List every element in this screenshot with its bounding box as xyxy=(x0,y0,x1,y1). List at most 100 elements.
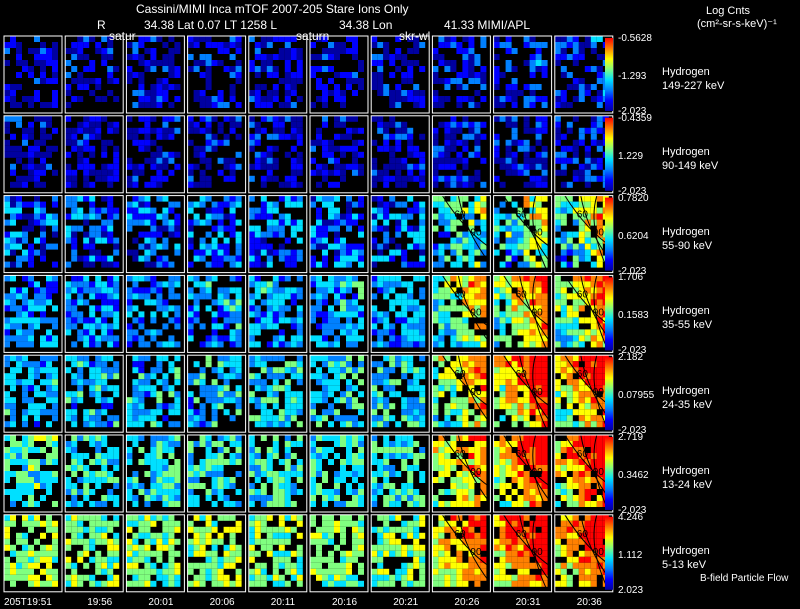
heatmap-cell xyxy=(584,195,591,202)
heatmap-cell xyxy=(554,139,561,146)
heatmap-cell xyxy=(168,568,175,575)
heatmap-cell xyxy=(4,329,10,336)
heatmap-cell xyxy=(150,391,157,398)
heatmap-cell xyxy=(101,562,108,569)
heatmap-cell xyxy=(168,477,175,483)
heatmap-cell xyxy=(156,403,163,410)
heatmap-cell xyxy=(107,397,114,404)
heatmap-cell xyxy=(438,335,445,342)
heatmap-cell xyxy=(156,151,163,158)
heatmap-cell xyxy=(523,459,530,465)
contour-line xyxy=(441,434,491,488)
heatmap-cell xyxy=(474,237,481,244)
heatmap-cell xyxy=(138,90,145,96)
heatmap-cell xyxy=(217,121,224,128)
heatmap-cell xyxy=(144,329,151,336)
heatmap-cell xyxy=(223,299,230,306)
heatmap-cell xyxy=(113,574,120,581)
heatmap-cell xyxy=(468,329,475,336)
heatmap-cell xyxy=(517,477,524,483)
heatmap-cell xyxy=(462,145,469,152)
heatmap-cell xyxy=(52,323,58,330)
heatmap-cell xyxy=(523,195,530,202)
heatmap-cell xyxy=(493,483,500,489)
heatmap-cell xyxy=(223,526,230,533)
heatmap-cell xyxy=(132,181,139,188)
heatmap-cell xyxy=(217,453,224,459)
heatmap-cell xyxy=(517,213,524,220)
heatmap-cell xyxy=(310,157,316,164)
heatmap-cell xyxy=(193,281,200,288)
heatmap-cell xyxy=(480,207,487,214)
heatmap-cell xyxy=(596,441,603,447)
heatmap-cell xyxy=(468,299,475,306)
heatmap-cell xyxy=(511,465,518,471)
heatmap-cell xyxy=(46,275,52,282)
heatmap-cell xyxy=(16,115,22,122)
heatmap-cell xyxy=(174,115,181,122)
heatmap-cell xyxy=(554,391,561,398)
heatmap-cell xyxy=(187,201,194,208)
heatmap-cell xyxy=(132,213,139,220)
heatmap-cell xyxy=(260,195,267,202)
heatmap-cell xyxy=(296,181,303,188)
heatmap-cell xyxy=(16,568,22,575)
heatmap-cell xyxy=(40,293,46,300)
heatmap-cell xyxy=(523,441,530,447)
heatmap-cell xyxy=(371,54,378,60)
heatmap-cell xyxy=(28,435,34,441)
heatmap-cell xyxy=(322,489,328,495)
heatmap-cell xyxy=(77,526,84,533)
heatmap-cell xyxy=(95,42,102,48)
heatmap-cell xyxy=(529,323,536,330)
heatmap-cell xyxy=(266,415,273,422)
heatmap-cell xyxy=(266,163,273,170)
heatmap-cell xyxy=(296,249,303,256)
heatmap-cell xyxy=(217,483,224,489)
heatmap-cell xyxy=(254,495,261,501)
heatmap-cell xyxy=(383,293,390,300)
heatmap-cell xyxy=(590,385,597,392)
heatmap-cell xyxy=(107,293,114,300)
heatmap-cell xyxy=(578,293,585,300)
heatmap-cell xyxy=(505,361,512,368)
heatmap-cell xyxy=(16,121,22,128)
heatmap-cell xyxy=(505,84,512,90)
heatmap-cell xyxy=(156,361,163,368)
heatmap-cell xyxy=(248,275,255,282)
heatmap-cell xyxy=(474,453,481,459)
heatmap-cell xyxy=(456,175,463,182)
heatmap-cell xyxy=(572,385,579,392)
heatmap-cell xyxy=(71,42,78,48)
heatmap-cell xyxy=(89,90,96,96)
heatmap-cell xyxy=(444,379,451,386)
heatmap-cell xyxy=(4,293,10,300)
heatmap-cell xyxy=(517,169,524,176)
heatmap-cell xyxy=(596,355,603,362)
heatmap-cell xyxy=(101,115,108,122)
heatmap-cell xyxy=(322,281,328,288)
heatmap-cell xyxy=(4,42,10,48)
heatmap-cell xyxy=(541,403,548,410)
heatmap-cell xyxy=(22,550,28,557)
heatmap-cell xyxy=(156,261,163,268)
heatmap-cell xyxy=(132,556,139,563)
heatmap-cell xyxy=(296,163,303,170)
heatmap-cell xyxy=(132,550,139,557)
heatmap-cell xyxy=(480,72,487,78)
heatmap-cell xyxy=(407,66,414,72)
heatmap-cell xyxy=(566,84,573,90)
heatmap-cell xyxy=(217,367,224,374)
heatmap-cell xyxy=(383,181,390,188)
heatmap-cell xyxy=(438,355,445,362)
heatmap-cell xyxy=(310,139,316,146)
heatmap-cell xyxy=(101,568,108,575)
heatmap-cell xyxy=(596,403,603,410)
heatmap-cell xyxy=(377,78,384,84)
heatmap-cell xyxy=(193,415,200,422)
heatmap-cell xyxy=(205,568,212,575)
heatmap-cell xyxy=(28,580,34,587)
heatmap-cell xyxy=(529,102,536,108)
heatmap-cell xyxy=(10,421,16,428)
heatmap-cell xyxy=(572,42,579,48)
